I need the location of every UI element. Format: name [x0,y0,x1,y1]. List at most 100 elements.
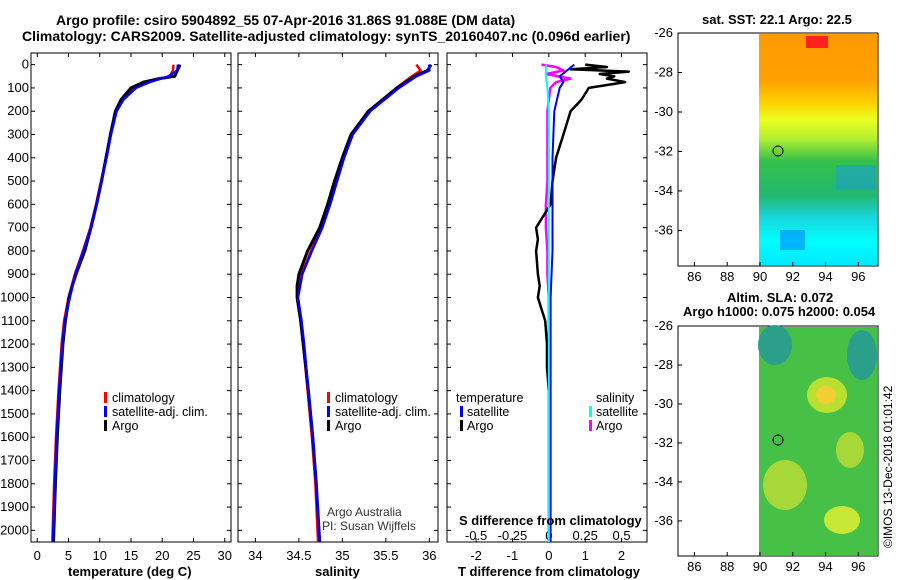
title-line-1: Argo profile: csiro 5904892_55 07-Apr-20… [56,12,516,28]
temperature-series [51,64,182,543]
depth-tick-label: 200 [7,103,29,118]
depth-tick-label: 400 [7,150,29,165]
sst-cool-patch [780,230,805,250]
x-tick-label: 0 [34,548,41,563]
legend-s-argo-label: Argo [596,419,622,433]
depth-axis: 0 100 200 300 400 500 600 700 800 900 1000 1100 1200… [0,57,647,537]
x2-tick-label: -0.5 [465,528,487,543]
legend-climatology-swatch [104,392,107,403]
depth-tick-label: 600 [7,196,29,211]
sla-map: 86 88 90 92 94 96 -26 -28 -30 -32 -34 -36 [654,318,879,574]
x-tick-label: 15 [124,548,138,563]
x2-tick-label: 0.25 [573,528,598,543]
difference-series [534,63,631,542]
temperature-x-axis: 0 5 10 15 20 25 30 [34,53,232,563]
legend-temperature-title: temperature [456,391,523,405]
legend-t-argo-label: Argo [467,419,493,433]
legend-climatology-swatch [327,392,330,403]
legend-t-argo-swatch [460,420,463,431]
argo-australia-credit: Argo Australia [327,505,402,519]
sla-map-axes: 86 88 90 92 94 96 -26 -28 -30 -32 -34 -36 [654,318,865,574]
legend-t-satellite-swatch [460,406,463,417]
series-line-salinity-argo [541,63,572,542]
depth-tick-label: 2000 [0,522,29,537]
title-line-2: Climatology: CARS2009. Satellite-adjuste… [22,28,631,44]
legend-argo-swatch [327,420,330,431]
depth-tick-label: 800 [7,243,29,258]
depth-tick-label: 500 [7,173,29,188]
legend-climatology-label: climatology [335,391,398,405]
sst-field [759,34,877,265]
legend-s-argo-swatch [589,420,592,431]
x-tick-label: -1 [507,548,519,563]
x-tick-label: 34 [248,548,262,563]
pi-credit: PI: Susan Wijffels [322,519,416,533]
x-tick-label: 35.5 [373,548,398,563]
depth-tick-label: 1900 [0,499,29,514]
legend-s-satellite-label: satellite [596,405,638,419]
series-line-satellite-adj-clim- [296,64,431,543]
map-x-tick-label: 90 [753,559,767,574]
sst-cool-patch [836,165,876,190]
legend-argo-label: Argo [112,419,138,433]
sla-high-region [763,460,807,510]
x-tick-label: 1 [582,548,589,563]
x-tick-label: 30 [218,548,232,563]
depth-tick-label: 1600 [0,429,29,444]
x-tick-label: 36 [422,548,436,563]
salinity-x-axis: 34 34.5 35 35.5 36 [248,53,437,563]
depth-tick-label: 1400 [0,383,29,398]
sla-map-title: Altim. SLA: 0.072 [727,290,833,305]
map-y-tick-label: -32 [654,435,673,450]
legend-satellite-label: satellite-adj. clim. [112,405,208,419]
legend-argo-label: Argo [335,419,361,433]
salinity-panel-frame [237,52,439,543]
x-tick-label: 34.5 [286,548,311,563]
difference-salinity-legend: salinity satellite Argo [589,391,638,433]
argo-location-marker [772,145,784,157]
map-y-tick-label: -28 [654,357,673,372]
difference-temperature-legend: temperature satellite Argo [456,391,523,433]
depth-tick-label: 1800 [0,476,29,491]
map-x-tick-label: 94 [818,269,832,284]
map-y-tick-label: -36 [654,513,673,528]
sla-peak-region [816,386,836,404]
series-line-satellite-adj-clim- [51,64,180,543]
legend-satellite-swatch [327,406,330,417]
salinity-legend: climatology satellite-adj. clim. Argo [327,391,431,433]
legend-salinity-title: salinity [596,391,635,405]
sla-low-region [758,325,792,365]
sst-map-axes: 86 88 90 92 94 96 -26 -28 -30 -32 -34 -36 [654,25,865,284]
depth-tick-label: 1100 [1,313,29,328]
map-x-tick-label: 90 [753,269,767,284]
legend-satellite-label: satellite-adj. clim. [335,405,431,419]
sla-high-region [824,506,860,534]
map-y-tick-label: -26 [654,25,673,40]
argo-location-marker [772,434,784,446]
map-x-tick-label: 96 [851,559,865,574]
x-tick-label: 2 [618,548,625,563]
series-line-climatology [51,64,175,543]
sla-map-subtitle: Argo h1000: 0.075 h2000: 0.054 [683,304,876,319]
map-y-tick-label: -36 [654,222,673,237]
map-y-tick-label: -32 [654,143,673,158]
series-line-argo [52,64,182,543]
depth-tick-label: 1500 [0,406,29,421]
depth-tick-label: 0 [22,57,29,72]
legend-t-satellite-label: satellite [467,405,509,419]
map-y-tick-label: -34 [654,474,673,489]
map-y-tick-label: -30 [654,396,673,411]
temperature-axis-label: temperature (deg C) [68,564,192,579]
sst-map: 86 88 90 92 94 96 -26 -28 -30 -32 -34 -36 [654,25,879,284]
map-x-tick-label: 92 [786,559,800,574]
map-y-tick-label: -30 [654,104,673,119]
temperature-legend: climatology satellite-adj. clim. Argo [104,391,208,433]
t-difference-axis-label: T difference from climatology [458,564,641,579]
salinity-series [295,63,433,543]
series-line-argo [295,63,433,543]
sla-low-region [847,330,877,380]
map-x-tick-label: 86 [687,269,701,284]
x2-tick-label: 0.5 [613,528,631,543]
map-x-tick-label: 96 [851,269,865,284]
depth-tick-label: 900 [7,266,29,281]
